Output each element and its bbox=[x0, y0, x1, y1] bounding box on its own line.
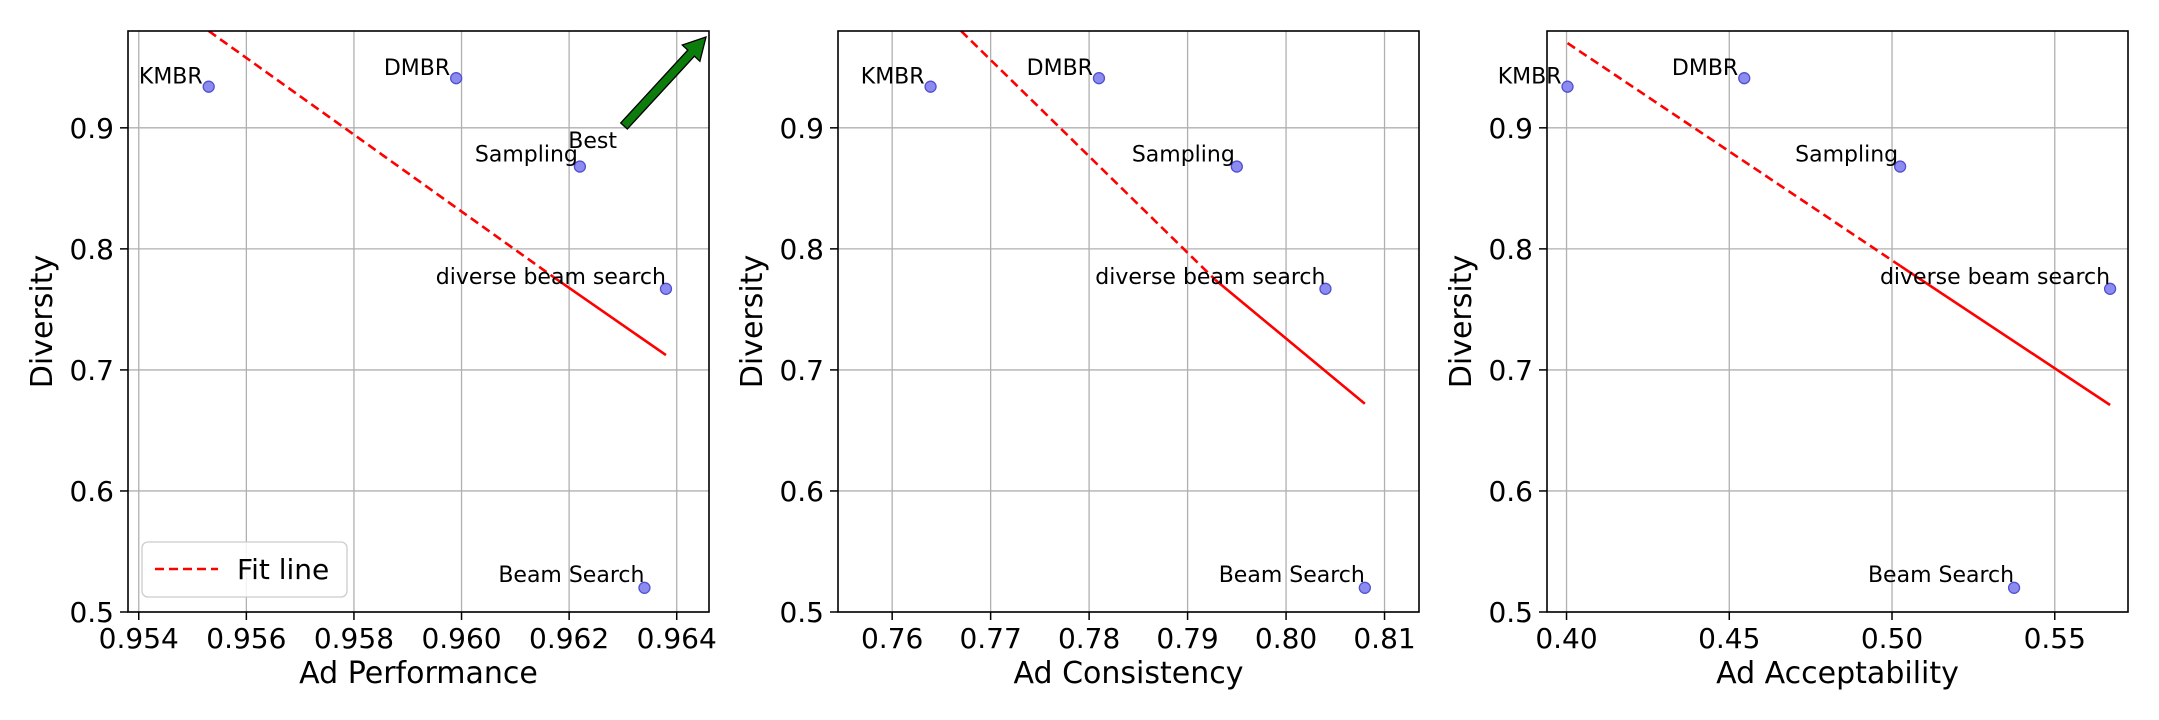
chart-1-legend-box bbox=[141, 541, 348, 598]
chart-1-x-tick-label: 0.960 bbox=[421, 622, 501, 655]
chart-3-y-tick-label: 0.7 bbox=[1488, 354, 1533, 387]
chart-3-x-tick-label: 0.50 bbox=[1861, 622, 1923, 655]
chart-2-y-axis-label: Diversity bbox=[735, 255, 770, 388]
chart-1-point-dmbr bbox=[450, 72, 463, 85]
chart-3-x-tick-label: 0.40 bbox=[1535, 622, 1597, 655]
chart-2-x-tick-label: 0.81 bbox=[1353, 622, 1415, 655]
chart-2-plot-frame bbox=[837, 30, 1420, 613]
chart-1-x-tick-label: 0.962 bbox=[529, 622, 609, 655]
chart-2-fit-line-dashed bbox=[960, 31, 1217, 281]
chart-3-point-beam-search bbox=[2007, 581, 2021, 594]
chart-2-panel: 0.76 0.77 0.78 0.79 0.80 0.81 0.5 0.6 0.7 0.8 0.9 A… bbox=[735, 30, 1420, 691]
chart-1-best-label: Best bbox=[568, 129, 617, 154]
chart-1-plot-frame bbox=[127, 30, 710, 613]
chart-3-point-kmbr bbox=[1561, 80, 1574, 93]
chart-1-x-tick-label: 0.964 bbox=[637, 622, 717, 655]
chart-1-y-tick-label: 0.7 bbox=[69, 354, 114, 387]
chart-2-fit-line bbox=[960, 31, 1366, 405]
chart-3-x-tick-label: 0.45 bbox=[1698, 622, 1760, 655]
chart-3-panel: 0.40 0.45 0.50 0.55 0.5 0.6 0.7 0.8 0.9 Ad Accept… bbox=[1444, 30, 2129, 691]
chart-1-point-label-sampling: Sampling bbox=[475, 143, 578, 168]
chart-3-y-axis-label: Diversity bbox=[1444, 255, 1479, 388]
chart-1-point-diverse-beam-search bbox=[659, 282, 673, 295]
chart-2-x-axis-label: Ad Consistency bbox=[1014, 656, 1244, 691]
chart-2-point-label-beam-search: Beam Search bbox=[1219, 563, 1365, 588]
chart-1-point-label-diverse-beam-search: diverse beam search bbox=[436, 265, 666, 290]
chart-3-point-label-sampling: Sampling bbox=[1795, 143, 1898, 168]
chart-1-point-beam-search bbox=[638, 581, 651, 594]
chart-3-point-diverse-beam-search bbox=[2103, 282, 2117, 295]
chart-1-point-label-beam-search: Beam Search bbox=[498, 563, 644, 588]
chart-2-y-tick-label: 0.5 bbox=[779, 596, 824, 629]
chart-3-y-tick-label: 0.5 bbox=[1488, 596, 1533, 629]
chart-3-point-dmbr bbox=[1738, 72, 1751, 85]
chart-3-fit-line bbox=[1566, 42, 2111, 407]
chart-2-y-tick-label: 0.6 bbox=[779, 475, 824, 508]
chart-3-plot-frame bbox=[1546, 30, 2129, 613]
chart-1-fit-line-solid bbox=[552, 275, 667, 357]
chart-2-point-label-kmbr: KMBR bbox=[861, 65, 925, 90]
chart-2-point-label-diverse-beam-search: diverse beam search bbox=[1095, 265, 1325, 290]
chart-1-point-label-dmbr: DMBR bbox=[384, 56, 450, 81]
chart-3-point-label-beam-search: Beam Search bbox=[1868, 563, 2014, 588]
chart-2-x-tick-label: 0.80 bbox=[1255, 622, 1317, 655]
chart-1-y-tick-label: 0.6 bbox=[69, 475, 114, 508]
chart-1-y-axis-label: Diversity bbox=[25, 255, 60, 388]
chart-2-point-diverse-beam-search bbox=[1319, 282, 1332, 295]
chart-2-fit-line-solid bbox=[1214, 278, 1366, 405]
chart-1-panel: 0.954 0.956 0.958 0.960 0.962 0.964 0.5 0.6 0.7 0… bbox=[25, 30, 717, 691]
chart-2-y-tick-label: 0.9 bbox=[779, 112, 824, 145]
chart-1-x-axis-label: Ad Performance bbox=[299, 656, 538, 691]
chart-3-x-tick-label: 0.55 bbox=[2024, 622, 2086, 655]
chart-3-y-tick-label: 0.8 bbox=[1488, 233, 1533, 266]
chart-3-fit-line-solid bbox=[1899, 264, 2111, 407]
chart-3-point-sampling bbox=[1894, 160, 1907, 173]
chart-3-y-tick-label: 0.9 bbox=[1488, 112, 1533, 145]
chart-3-fit-line-dashed bbox=[1566, 42, 1901, 267]
chart-1-point-kmbr bbox=[202, 80, 215, 93]
chart-1-x-tick-label: 0.954 bbox=[99, 622, 179, 655]
chart-3-point-label-diverse-beam-search: diverse beam search bbox=[1880, 265, 2110, 290]
chart-2-point-beam-search bbox=[1358, 581, 1371, 594]
chart-3-point-label-kmbr: KMBR bbox=[1498, 65, 1562, 90]
chart-1-best-arrow bbox=[619, 36, 707, 130]
chart-1-y-tick-label: 0.5 bbox=[69, 596, 114, 629]
chart-3-y-tick-label: 0.6 bbox=[1488, 475, 1533, 508]
chart-1-x-tick-label: 0.958 bbox=[314, 622, 394, 655]
chart-3-point-label-dmbr: DMBR bbox=[1672, 56, 1738, 81]
chart-1-legend-label: Fit line bbox=[237, 553, 329, 586]
chart-1-legend: Fit line bbox=[141, 541, 348, 598]
chart-2-x-tick-label: 0.79 bbox=[1156, 622, 1218, 655]
chart-2-point-sampling bbox=[1230, 160, 1243, 173]
chart-2-point-label-sampling: Sampling bbox=[1132, 143, 1235, 168]
chart-2-point-kmbr bbox=[924, 80, 937, 93]
chart-2-x-tick-label: 0.77 bbox=[959, 622, 1021, 655]
chart-2-y-tick-label: 0.7 bbox=[779, 354, 824, 387]
chart-2-y-tick-label: 0.8 bbox=[779, 233, 824, 266]
chart-1-y-tick-label: 0.9 bbox=[69, 112, 114, 145]
chart-1-y-tick-label: 0.8 bbox=[69, 233, 114, 266]
chart-1-point-sampling bbox=[573, 160, 587, 173]
chart-1-fit-line-dashed bbox=[207, 31, 554, 278]
chart-2-x-tick-label: 0.78 bbox=[1058, 622, 1120, 655]
chart-2-point-label-dmbr: DMBR bbox=[1027, 56, 1093, 81]
chart-1-x-tick-label: 0.956 bbox=[206, 622, 286, 655]
chart-1-fit-line bbox=[207, 31, 667, 357]
chart-2-x-tick-label: 0.76 bbox=[861, 622, 923, 655]
chart-1-point-label-kmbr: KMBR bbox=[139, 65, 203, 90]
chart-2-point-dmbr bbox=[1092, 72, 1106, 85]
chart-3-x-axis-label: Ad Acceptability bbox=[1716, 656, 1959, 691]
